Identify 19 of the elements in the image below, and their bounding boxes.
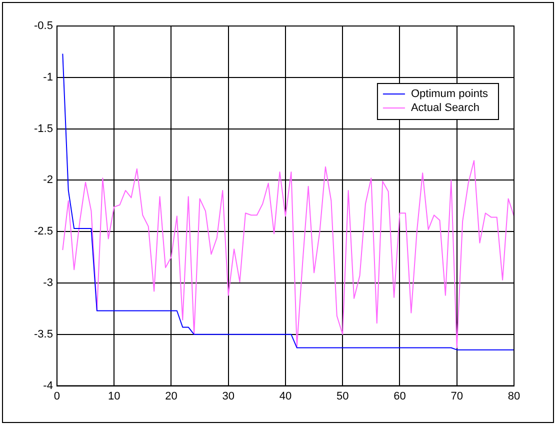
x-tick-label: 70: [450, 390, 463, 402]
y-tick-label: -4: [43, 380, 53, 392]
y-tick-label: -1.5: [34, 122, 53, 135]
x-tick-label: 40: [279, 390, 292, 402]
y-tick-label: -2.5: [34, 226, 53, 238]
x-tick-label: 80: [508, 390, 520, 402]
x-tick-label: 30: [222, 390, 234, 402]
y-tick-label: -1: [43, 71, 53, 84]
legend-label: Optimum points: [410, 88, 488, 100]
y-tick-label: -3.5: [34, 328, 53, 340]
y-tick-label: -3: [43, 277, 53, 290]
x-tick-label: 20: [165, 390, 178, 402]
x-tick-label: 50: [336, 390, 349, 402]
y-tick-label: -2: [43, 174, 53, 186]
y-tick-label: -0.5: [34, 20, 53, 32]
x-tick-label: 10: [108, 390, 120, 402]
legend-label: Actual Search: [410, 102, 480, 114]
x-tick-label: 0: [54, 390, 60, 402]
x-tick-label: 60: [394, 390, 406, 402]
